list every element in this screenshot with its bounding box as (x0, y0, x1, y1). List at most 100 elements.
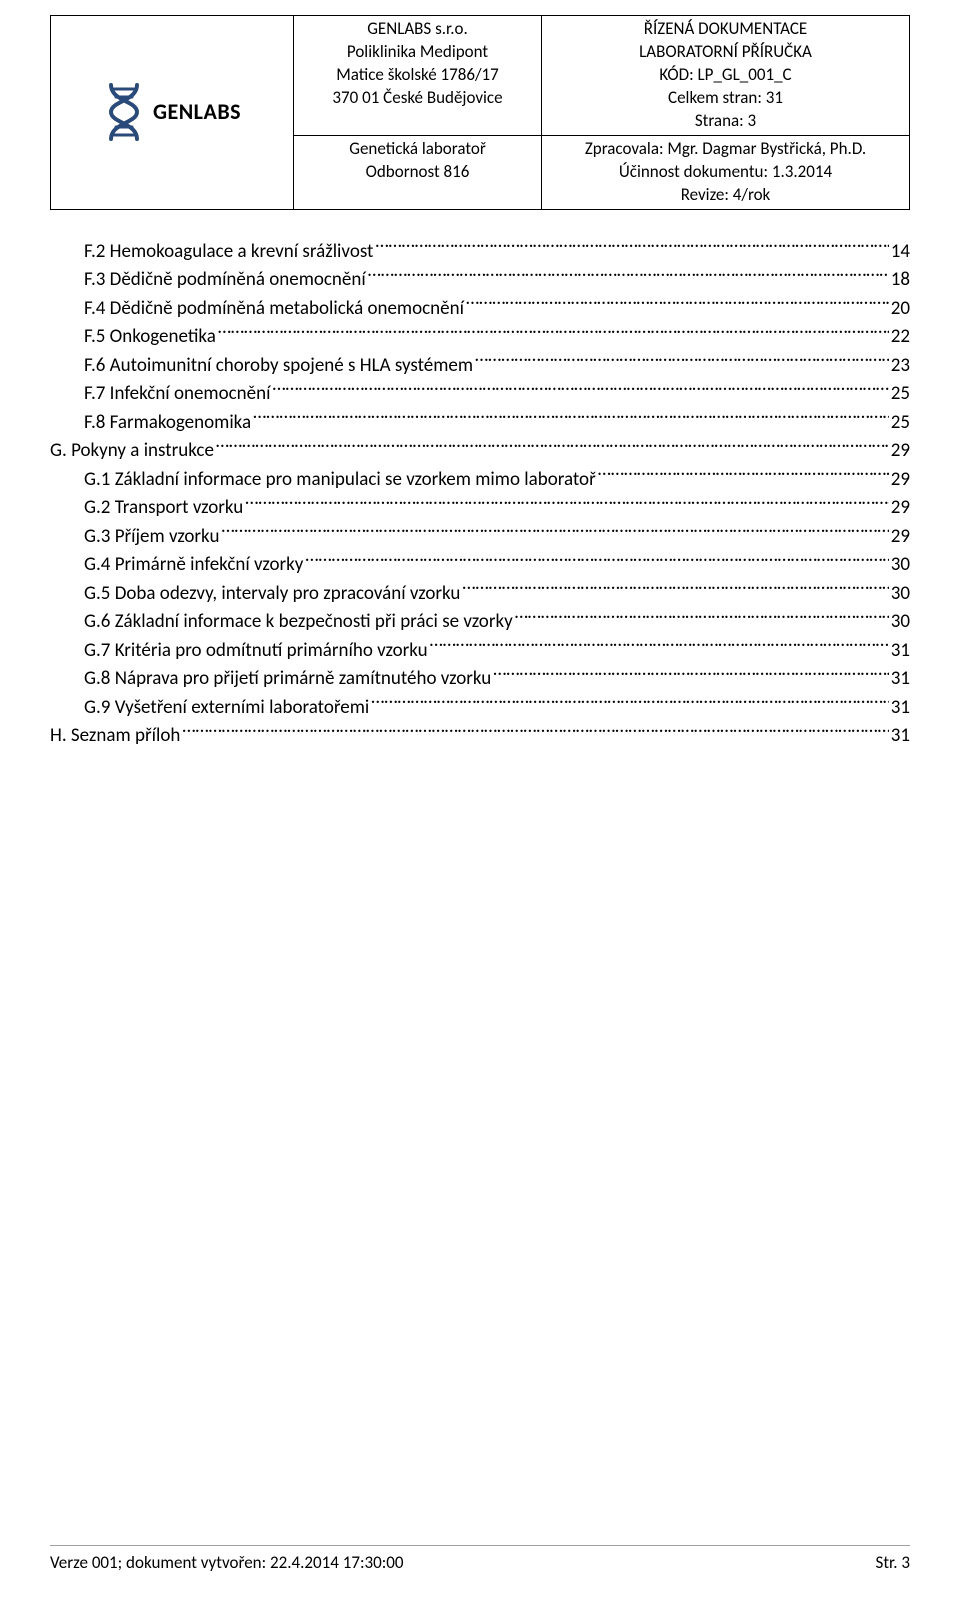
toc-row: G.4 Primárně infekční vzorky 30 (50, 551, 910, 580)
toc-row: G.7 Kritéria pro odmítnutí primárního vz… (50, 637, 910, 666)
toc-label: G.2 Transport vzorku (84, 494, 243, 523)
logo-cell: GENLABS (51, 16, 294, 210)
toc-leader-dots (462, 580, 888, 599)
footer-right: Str. 3 (876, 1552, 910, 1573)
toc-page-number: 29 (891, 466, 910, 495)
toc-row: F.5 Onkogenetika 22 (50, 323, 910, 352)
toc-label: G.1 Základní informace pro manipulaci se… (84, 466, 596, 495)
toc-label: F.5 Onkogenetika (84, 323, 216, 352)
toc-page-number: 22 (891, 323, 910, 352)
toc-row: F.2 Hemokoagulace a krevní srážlivost 14 (50, 238, 910, 267)
toc-label: G. Pokyny a instrukce (50, 437, 214, 466)
toc-label: G.4 Primárně infekční vzorky (84, 551, 303, 580)
toc-leader-dots (375, 238, 888, 257)
toc-row: F.3 Dědičně podmíněná onemocnění 18 (50, 266, 910, 295)
doc-line2: LABORATORNÍ PŘÍRUČKA (548, 41, 903, 64)
toc-leader-dots (272, 380, 888, 399)
toc-row: G.2 Transport vzorku 29 (50, 494, 910, 523)
toc-leader-dots (466, 295, 889, 314)
meta-line1: Zpracovala: Mgr. Dagmar Bystřická, Ph.D. (548, 138, 903, 161)
toc-leader-dots (216, 437, 889, 456)
toc-page-number: 20 (891, 295, 910, 324)
toc-leader-dots (430, 637, 889, 656)
company-address-cell: GENLABS s.r.o. Poliklinika Medipont Mati… (294, 16, 542, 136)
page-footer: Verze 001; dokument vytvořen: 22.4.2014 … (50, 1545, 910, 1573)
meta-line3: Revize: 4/rok (548, 184, 903, 207)
toc-page-number: 29 (891, 523, 910, 552)
toc-leader-dots (305, 551, 888, 570)
lab-cell: Genetická laboratoř Odbornost 816 (294, 135, 542, 209)
toc-page-number: 25 (891, 380, 910, 409)
toc-label: F.3 Dědičně podmíněná onemocnění (84, 266, 366, 295)
company-name: GENLABS s.r.o. (300, 18, 535, 41)
toc-page-number: 29 (891, 494, 910, 523)
toc-label: G.9 Vyšetření externími laboratořemi (84, 694, 369, 723)
toc-row: F.4 Dědičně podmíněná metabolická onemoc… (50, 295, 910, 324)
toc-page-number: 25 (891, 409, 910, 438)
footer-left: Verze 001; dokument vytvořen: 22.4.2014 … (50, 1552, 404, 1573)
table-of-contents: F.2 Hemokoagulace a krevní srážlivost14F… (50, 238, 910, 751)
toc-row: G.6 Základní informace k bezpečnosti při… (50, 608, 910, 637)
toc-page-number: 18 (891, 266, 910, 295)
doc-id-cell: ŘÍZENÁ DOKUMENTACE LABORATORNÍ PŘÍRUČKA … (542, 16, 910, 136)
toc-leader-dots (515, 608, 889, 627)
toc-label: G.7 Kritéria pro odmítnutí primárního vz… (84, 637, 428, 666)
company-line2: Poliklinika Medipont (300, 41, 535, 64)
logo-text: GENLABS (153, 97, 241, 127)
doc-line5: Strana: 3 (548, 110, 903, 133)
toc-page-number: 31 (891, 722, 910, 751)
toc-page-number: 23 (891, 352, 910, 381)
toc-row: G.9 Vyšetření externími laboratořemi 31 (50, 694, 910, 723)
toc-label: G.6 Základní informace k bezpečnosti při… (84, 608, 513, 637)
doc-meta-cell: Zpracovala: Mgr. Dagmar Bystřická, Ph.D.… (542, 135, 910, 209)
toc-row: G.3 Příjem vzorku 29 (50, 523, 910, 552)
toc-leader-dots (493, 665, 888, 684)
toc-leader-dots (221, 523, 888, 542)
doc-line1: ŘÍZENÁ DOKUMENTACE (548, 18, 903, 41)
lab-line2: Odbornost 816 (300, 161, 535, 184)
toc-label: G.8 Náprava pro přijetí primárně zamítnu… (84, 665, 491, 694)
toc-page-number: 30 (891, 551, 910, 580)
document-header-table: GENLABS GENLABS s.r.o. Poliklinika Medip… (50, 15, 910, 210)
toc-leader-dots (218, 323, 889, 342)
toc-page-number: 30 (891, 580, 910, 609)
toc-page-number: 31 (891, 694, 910, 723)
toc-leader-dots (598, 466, 889, 485)
company-line4: 370 01 České Budějovice (300, 87, 535, 110)
doc-line4: Celkem stran: 31 (548, 87, 903, 110)
toc-leader-dots (253, 409, 889, 428)
doc-line3: KÓD: LP_GL_001_C (548, 64, 903, 87)
toc-row: G.8 Náprava pro přijetí primárně zamítnu… (50, 665, 910, 694)
toc-page-number: 30 (891, 608, 910, 637)
toc-label: H. Seznam příloh (50, 722, 180, 751)
logo: GENLABS (57, 81, 287, 143)
toc-leader-dots (245, 494, 888, 513)
toc-row: G.1 Základní informace pro manipulaci se… (50, 466, 910, 495)
toc-page-number: 14 (891, 238, 910, 267)
toc-page-number: 31 (891, 637, 910, 666)
toc-label: G.3 Příjem vzorku (84, 523, 219, 552)
toc-row: G. Pokyny a instrukce 29 (50, 437, 910, 466)
toc-row: F.6 Autoimunitní choroby spojené s HLA s… (50, 352, 910, 381)
toc-label: F.8 Farmakogenomika (84, 409, 251, 438)
toc-leader-dots (371, 694, 888, 713)
toc-row: H. Seznam příloh 31 (50, 722, 910, 751)
toc-label: F.2 Hemokoagulace a krevní srážlivost (84, 238, 373, 267)
toc-label: F.6 Autoimunitní choroby spojené s HLA s… (84, 352, 473, 381)
toc-row: F.8 Farmakogenomika 25 (50, 409, 910, 438)
dna-icon (103, 81, 145, 143)
lab-line1: Genetická laboratoř (300, 138, 535, 161)
toc-page-number: 31 (891, 665, 910, 694)
toc-label: F.7 Infekční onemocnění (84, 380, 270, 409)
toc-label: G.5 Doba odezvy, intervaly pro zpracován… (84, 580, 460, 609)
meta-line2: Účinnost dokumentu: 1.3.2014 (548, 161, 903, 184)
toc-row: G.5 Doba odezvy, intervaly pro zpracován… (50, 580, 910, 609)
company-line3: Matice školské 1786/17 (300, 64, 535, 87)
toc-row: F.7 Infekční onemocnění 25 (50, 380, 910, 409)
toc-label: F.4 Dědičně podmíněná metabolická onemoc… (84, 295, 464, 324)
toc-leader-dots (475, 352, 889, 371)
toc-page-number: 29 (891, 437, 910, 466)
toc-leader-dots (368, 266, 889, 285)
toc-leader-dots (182, 722, 888, 741)
page: GENLABS GENLABS s.r.o. Poliklinika Medip… (0, 0, 960, 1613)
